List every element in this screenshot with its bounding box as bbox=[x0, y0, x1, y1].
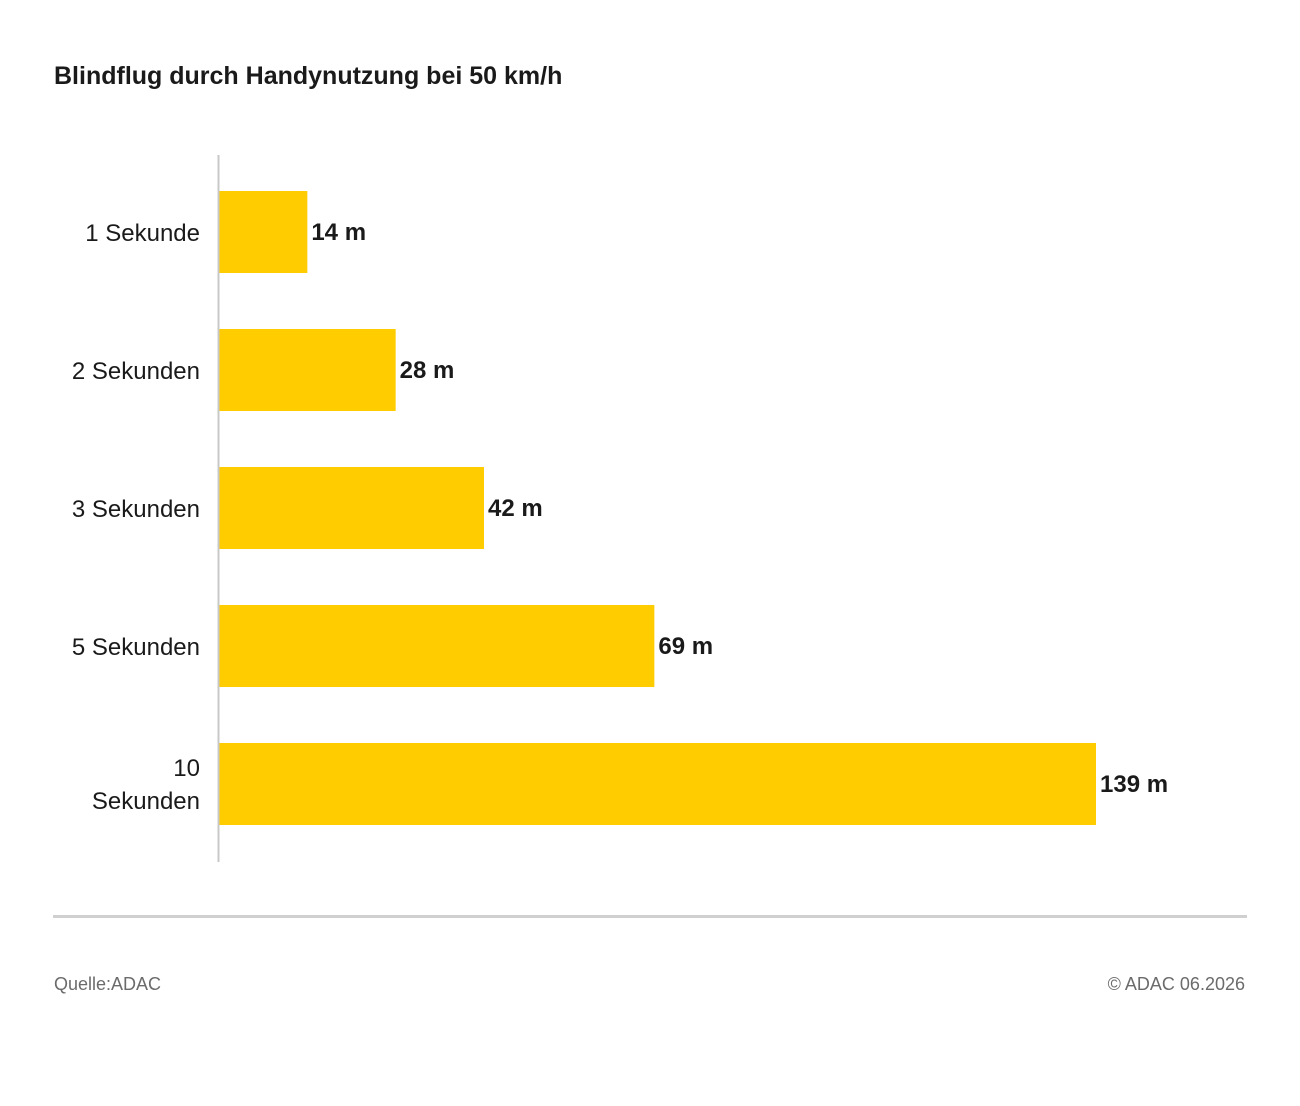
category-label: 10 Sekunden bbox=[92, 755, 200, 815]
bar-value-label: 139 m bbox=[1100, 771, 1168, 798]
labels-layer: 14 m 1 Sekunde 28 m 2 Sekunden 42 m 3 Sekunde… bbox=[72, 219, 1168, 815]
bar bbox=[219, 743, 1096, 825]
bars-layer bbox=[219, 191, 1096, 825]
category-label: 5 Sekunden bbox=[72, 634, 200, 661]
category-label: 2 Sekunden bbox=[72, 358, 200, 385]
category-label: 1 Sekunde bbox=[85, 220, 200, 247]
footer-divider bbox=[53, 915, 1247, 918]
bar bbox=[219, 191, 308, 273]
bar-value-label: 28 m bbox=[400, 357, 455, 384]
bar-value-label: 42 m bbox=[488, 495, 543, 522]
copyright-note: © ADAC 06.2026 bbox=[1107, 974, 1245, 994]
source-note: Quelle:ADAC bbox=[54, 974, 162, 994]
category-label: 3 Sekunden bbox=[72, 496, 200, 523]
bar-value-label: 14 m bbox=[311, 219, 366, 246]
bar bbox=[219, 605, 655, 687]
bar bbox=[219, 329, 396, 411]
chart-title: Blindflug durch Handynutzung bei 50 km/h bbox=[54, 62, 563, 90]
bar-chart: 14 m 1 Sekunde 28 m 2 Sekunden 42 m 3 Sekunde… bbox=[72, 155, 1168, 862]
bar bbox=[219, 467, 484, 549]
bar-value-label: 69 m bbox=[658, 633, 713, 660]
